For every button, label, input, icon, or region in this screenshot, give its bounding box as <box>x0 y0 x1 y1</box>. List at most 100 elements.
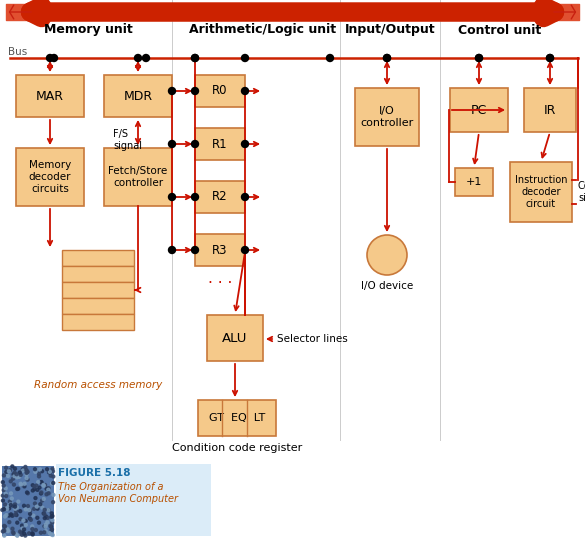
Circle shape <box>19 517 22 521</box>
Circle shape <box>40 481 43 483</box>
Text: MDR: MDR <box>123 90 153 103</box>
Text: Control
signals: Control signals <box>578 181 585 203</box>
Circle shape <box>29 509 32 512</box>
Circle shape <box>25 523 27 527</box>
Circle shape <box>11 527 14 530</box>
Circle shape <box>49 533 53 535</box>
Circle shape <box>168 87 176 94</box>
Circle shape <box>8 521 11 523</box>
Circle shape <box>26 492 29 495</box>
Circle shape <box>39 503 42 506</box>
Text: Bus: Bus <box>8 47 27 57</box>
Circle shape <box>8 507 11 510</box>
Text: Condition code register: Condition code register <box>172 443 302 453</box>
Text: R1: R1 <box>212 137 228 150</box>
FancyBboxPatch shape <box>524 88 576 132</box>
Circle shape <box>8 470 11 473</box>
FancyBboxPatch shape <box>198 400 276 436</box>
Circle shape <box>25 470 28 473</box>
Circle shape <box>28 517 31 520</box>
Circle shape <box>51 519 54 522</box>
Circle shape <box>3 534 6 537</box>
Circle shape <box>24 508 27 511</box>
Circle shape <box>242 54 249 61</box>
Circle shape <box>46 521 49 524</box>
Circle shape <box>242 141 249 148</box>
Circle shape <box>49 470 51 473</box>
Circle shape <box>31 528 34 531</box>
Circle shape <box>242 87 249 94</box>
Circle shape <box>50 528 53 531</box>
Circle shape <box>45 487 48 490</box>
Circle shape <box>22 469 25 472</box>
Text: R0: R0 <box>212 85 228 98</box>
Circle shape <box>35 487 38 489</box>
FancyBboxPatch shape <box>195 181 245 213</box>
Circle shape <box>39 468 42 471</box>
Circle shape <box>39 531 42 534</box>
Circle shape <box>37 521 40 524</box>
Circle shape <box>242 193 249 200</box>
Circle shape <box>6 528 9 531</box>
Circle shape <box>15 473 18 476</box>
Circle shape <box>42 497 45 501</box>
Circle shape <box>46 54 53 61</box>
Circle shape <box>5 466 8 469</box>
FancyBboxPatch shape <box>510 162 572 222</box>
Circle shape <box>51 482 55 484</box>
Circle shape <box>33 488 36 491</box>
Text: GT  EQ  LT: GT EQ LT <box>209 413 265 423</box>
Circle shape <box>23 528 26 531</box>
Circle shape <box>51 470 54 473</box>
Circle shape <box>191 87 198 94</box>
FancyBboxPatch shape <box>62 314 134 330</box>
Circle shape <box>52 475 55 478</box>
Circle shape <box>42 484 45 487</box>
Circle shape <box>11 504 14 507</box>
Circle shape <box>4 471 7 475</box>
Circle shape <box>168 193 176 200</box>
Circle shape <box>40 470 44 473</box>
Circle shape <box>50 528 53 532</box>
Circle shape <box>42 483 45 487</box>
FancyBboxPatch shape <box>195 234 245 266</box>
Circle shape <box>51 468 54 471</box>
Circle shape <box>367 235 407 275</box>
Circle shape <box>16 487 20 490</box>
Circle shape <box>8 514 11 517</box>
Circle shape <box>9 513 12 516</box>
Circle shape <box>19 510 22 513</box>
FancyBboxPatch shape <box>195 75 245 107</box>
FancyBboxPatch shape <box>16 148 84 206</box>
Circle shape <box>43 513 46 515</box>
Circle shape <box>13 503 16 506</box>
Circle shape <box>191 193 198 200</box>
Circle shape <box>31 484 35 487</box>
Circle shape <box>9 480 12 483</box>
FancyBboxPatch shape <box>2 466 54 536</box>
Circle shape <box>4 515 6 518</box>
Text: Selector lines: Selector lines <box>277 334 347 344</box>
Text: Instruction
decoder
circuit: Instruction decoder circuit <box>515 175 567 209</box>
Circle shape <box>36 507 39 510</box>
Circle shape <box>16 476 19 479</box>
Circle shape <box>13 505 16 508</box>
Circle shape <box>44 529 47 533</box>
Circle shape <box>18 471 21 474</box>
Circle shape <box>47 492 50 495</box>
Text: I/O
controller: I/O controller <box>360 106 414 128</box>
Circle shape <box>35 528 37 532</box>
Circle shape <box>4 503 6 506</box>
Circle shape <box>3 529 6 532</box>
Circle shape <box>43 508 46 512</box>
Circle shape <box>1 494 4 497</box>
Circle shape <box>3 507 6 510</box>
Circle shape <box>9 502 12 505</box>
Circle shape <box>191 141 198 148</box>
Circle shape <box>36 516 39 519</box>
Circle shape <box>11 497 13 500</box>
Circle shape <box>476 54 483 61</box>
Circle shape <box>191 54 198 61</box>
Circle shape <box>191 54 198 61</box>
Circle shape <box>20 531 23 534</box>
